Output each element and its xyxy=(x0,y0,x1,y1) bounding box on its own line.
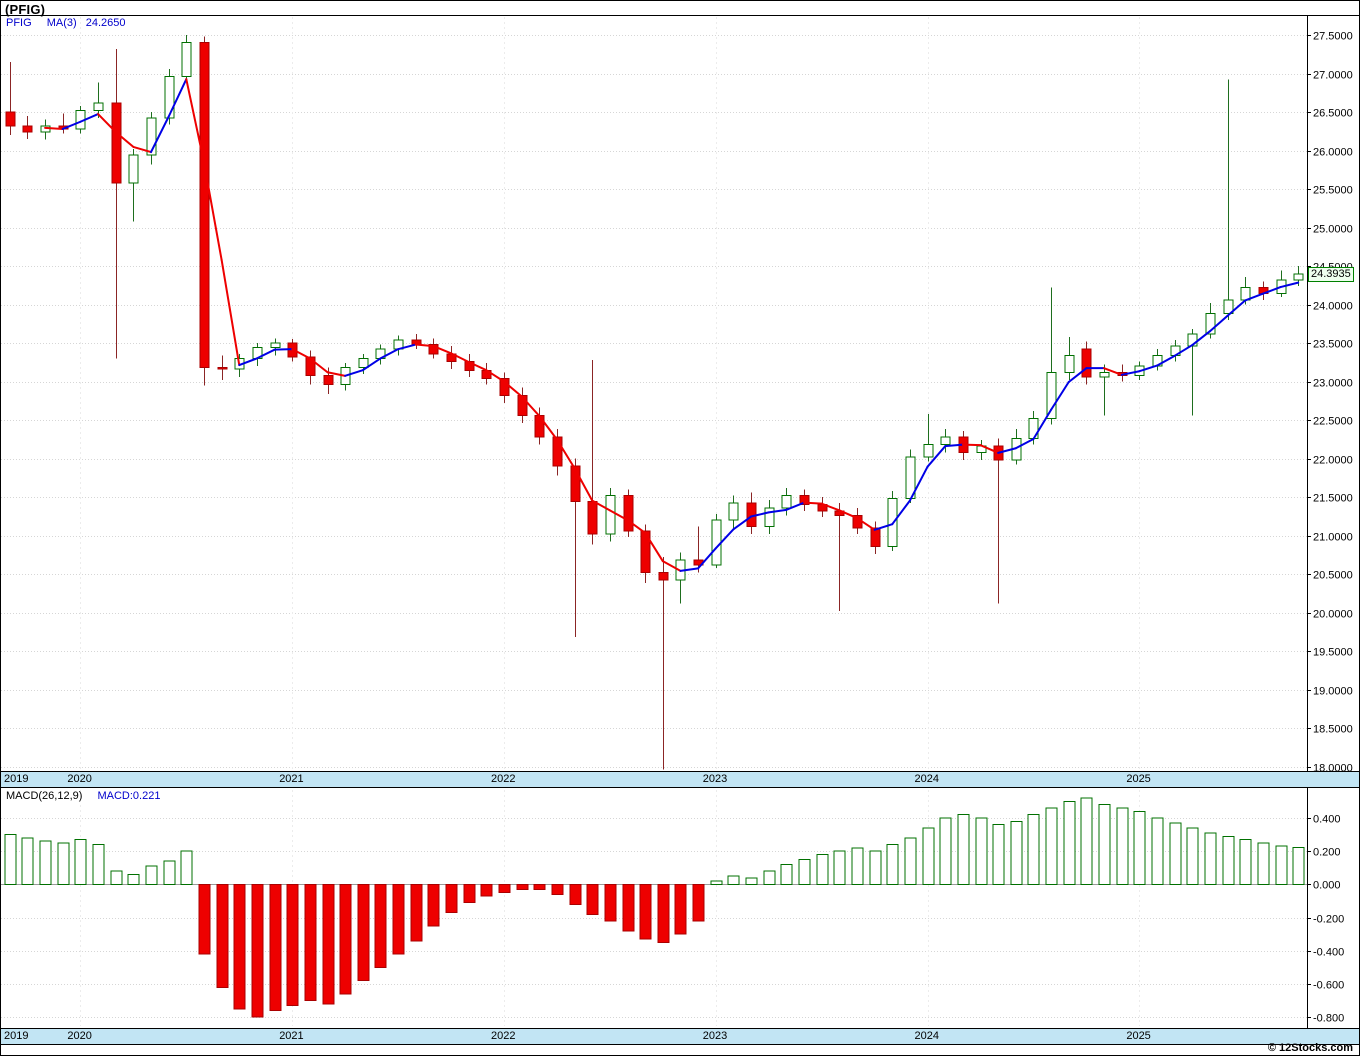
year-label: 2023 xyxy=(702,773,728,785)
year-label: 2020 xyxy=(67,1030,92,1042)
price-tick-label: 27.0000 xyxy=(1313,70,1353,82)
price-tick-label: 19.0000 xyxy=(1313,686,1353,698)
price-tick-label: 21.5000 xyxy=(1313,493,1353,505)
price-tick-label: 25.5000 xyxy=(1313,185,1353,197)
year-label: 2021 xyxy=(279,1030,304,1042)
macd-tick-label: 0.400 xyxy=(1313,814,1341,826)
price-axis-labels: 27.5000 27.0000 26.5000 26.0000 25.5000 25.00… xyxy=(1313,31,1353,772)
price-tick-label: 27.5000 xyxy=(1313,31,1353,43)
price-tick-label: 26.5000 xyxy=(1313,108,1353,120)
legend-ma-value: 24.2650 xyxy=(85,17,126,29)
macd-value: MACD:0.221 xyxy=(97,790,161,802)
macd-chart-canvas[interactable]: 0.400 0.200 0.000 -0.200 -0.400 -0.600 -0.800 xyxy=(1,788,1359,1028)
macd-chart-panel[interactable]: 0.400 0.200 0.000 -0.200 -0.400 -0.600 -0.800 … xyxy=(1,788,1359,1028)
price-tick-label: 22.5000 xyxy=(1313,416,1353,428)
macd-x-axis-band: 2019 2020 2021 2022 2023 2024 2025 xyxy=(1,1028,1359,1045)
symbol-title: (PFIG) xyxy=(5,2,46,17)
price-tick-label: 19.5000 xyxy=(1313,647,1353,659)
price-legend: PFIG MA(3) 24.2650 xyxy=(6,17,138,29)
year-label: 2025 xyxy=(1126,773,1151,785)
macd-name: MACD(26,12,9) xyxy=(6,790,83,802)
price-tick-label: 18.5000 xyxy=(1313,724,1353,736)
price-tick-label: 20.5000 xyxy=(1313,570,1353,582)
price-tick-label: 24.0000 xyxy=(1313,301,1353,313)
macd-tick-label: -0.400 xyxy=(1313,947,1344,959)
last-price-tag: 24.3935 xyxy=(1308,267,1354,283)
year-label: 2024 xyxy=(914,1030,940,1042)
macd-legend: MACD(26,12,9) MACD:0.221 xyxy=(6,790,172,802)
year-label: 2025 xyxy=(1126,1030,1151,1042)
price-chart-canvas[interactable]: 27.5000 27.0000 26.5000 26.0000 25.5000 25.00… xyxy=(1,15,1359,771)
macd-axis-labels: 0.400 0.200 0.000 -0.200 -0.400 -0.600 -0.800 xyxy=(1313,814,1344,1025)
price-tick-label: 23.5000 xyxy=(1313,339,1353,351)
year-label: 2024 xyxy=(914,773,940,785)
price-chart-panel[interactable]: 27.5000 27.0000 26.5000 26.0000 25.5000 25.00… xyxy=(1,15,1359,771)
price-x-axis-band: 2019 2020 2021 2022 2023 2024 2025 xyxy=(1,771,1359,788)
macd-tick-label: 0.000 xyxy=(1313,880,1341,892)
year-label: 2019 xyxy=(4,1030,29,1042)
price-tick-label: 23.0000 xyxy=(1313,378,1353,390)
year-label: 2022 xyxy=(490,1030,516,1042)
year-label: 2020 xyxy=(67,773,92,785)
year-label: 2023 xyxy=(702,1030,728,1042)
year-label: 2019 xyxy=(4,773,29,785)
macd-gridlines xyxy=(1,790,1311,1026)
price-tick-label: 20.0000 xyxy=(1313,609,1353,621)
ma-line xyxy=(44,78,1300,572)
legend-ma-label: MA(3) xyxy=(46,17,77,29)
legend-symbol: PFIG xyxy=(6,17,32,29)
credit-link[interactable]: © 12Stocks.com xyxy=(1267,1042,1353,1054)
macd-tick-label: 0.200 xyxy=(1313,847,1341,859)
macd-tick-label: -0.800 xyxy=(1313,1013,1344,1025)
price-tick-label: 18.0000 xyxy=(1313,763,1353,772)
price-tick-label: 21.0000 xyxy=(1313,532,1353,544)
macd-tick-label: -0.200 xyxy=(1313,914,1344,926)
year-label: 2021 xyxy=(279,773,304,785)
macd-histogram xyxy=(4,797,1305,1018)
price-tick-label: 25.0000 xyxy=(1313,224,1353,236)
year-label: 2022 xyxy=(490,773,516,785)
price-tick-label: 26.0000 xyxy=(1313,147,1353,159)
price-tick-label: 22.0000 xyxy=(1313,455,1353,467)
macd-tick-label: -0.600 xyxy=(1313,980,1344,992)
